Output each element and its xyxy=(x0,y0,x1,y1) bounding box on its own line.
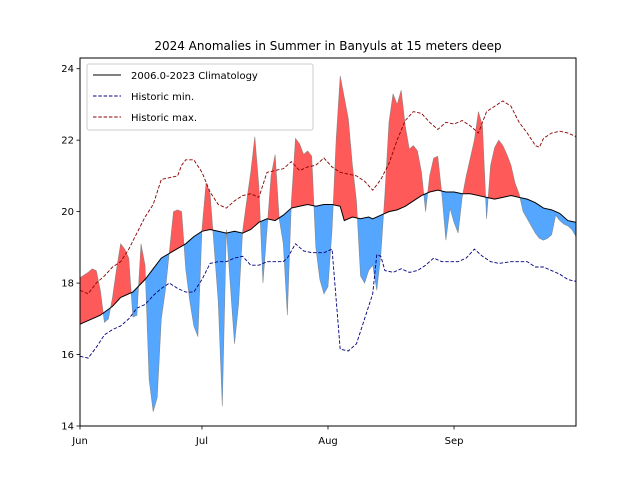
historic-min-line xyxy=(79,243,577,359)
cold-anomaly-area xyxy=(183,231,202,337)
historic-max-line xyxy=(79,100,577,295)
y-tick-label: 24 xyxy=(61,64,74,75)
legend-label-historic-max: Historic max. xyxy=(131,113,197,124)
y-tick-label: 14 xyxy=(61,422,74,433)
warm-anomaly-area xyxy=(267,154,280,221)
warm-anomaly-area xyxy=(427,156,442,193)
chart-title: 2024 Anomalies in Summer in Banyuls at 1… xyxy=(154,39,501,53)
warm-anomaly-area xyxy=(333,75,358,221)
cold-anomaly-area xyxy=(357,214,384,291)
cold-anomaly-area xyxy=(313,204,334,294)
x-tick-label: Aug xyxy=(318,436,338,447)
y-tick-label: 16 xyxy=(61,350,74,361)
warm-anomaly-area xyxy=(291,138,314,209)
climatology-line xyxy=(79,189,577,325)
y-tick-label: 18 xyxy=(61,279,74,290)
legend-label-historic-min: Historic min. xyxy=(131,92,194,103)
legend-box xyxy=(86,63,314,131)
cold-anomaly-area xyxy=(519,197,576,241)
y-tick-label: 22 xyxy=(61,136,74,147)
warm-anomaly-area xyxy=(462,111,486,198)
warm-anomaly-area xyxy=(488,140,520,200)
y-tick-label: 20 xyxy=(61,207,74,218)
cold-anomaly-area xyxy=(260,218,268,284)
cold-anomaly-area xyxy=(103,307,111,323)
cold-anomaly-area xyxy=(226,231,243,344)
warm-anomaly-area xyxy=(110,243,132,308)
x-tick-label: Jun xyxy=(71,436,88,447)
cold-anomaly-area xyxy=(423,192,428,212)
cold-anomaly-area xyxy=(145,253,170,412)
y-axis: 14 16 18 20 22 24 xyxy=(61,64,80,433)
warm-anomaly-area xyxy=(383,90,424,215)
observed-2024-line xyxy=(79,75,577,412)
warm-anomaly-area xyxy=(138,243,146,287)
series-lines xyxy=(79,75,577,412)
warm-anomaly-area xyxy=(242,136,261,234)
legend: 2006.0-2023 Climatology Historic min. Hist… xyxy=(86,63,314,131)
cold-anomaly-area xyxy=(131,286,139,318)
x-tick-label: Jul xyxy=(195,436,208,447)
warm-anomaly-area xyxy=(169,209,184,254)
legend-label-climatology: 2006.0-2023 Climatology xyxy=(131,71,258,82)
x-tick-label: Sep xyxy=(445,436,464,447)
x-axis: Jun Jul Aug Sep xyxy=(71,426,463,447)
